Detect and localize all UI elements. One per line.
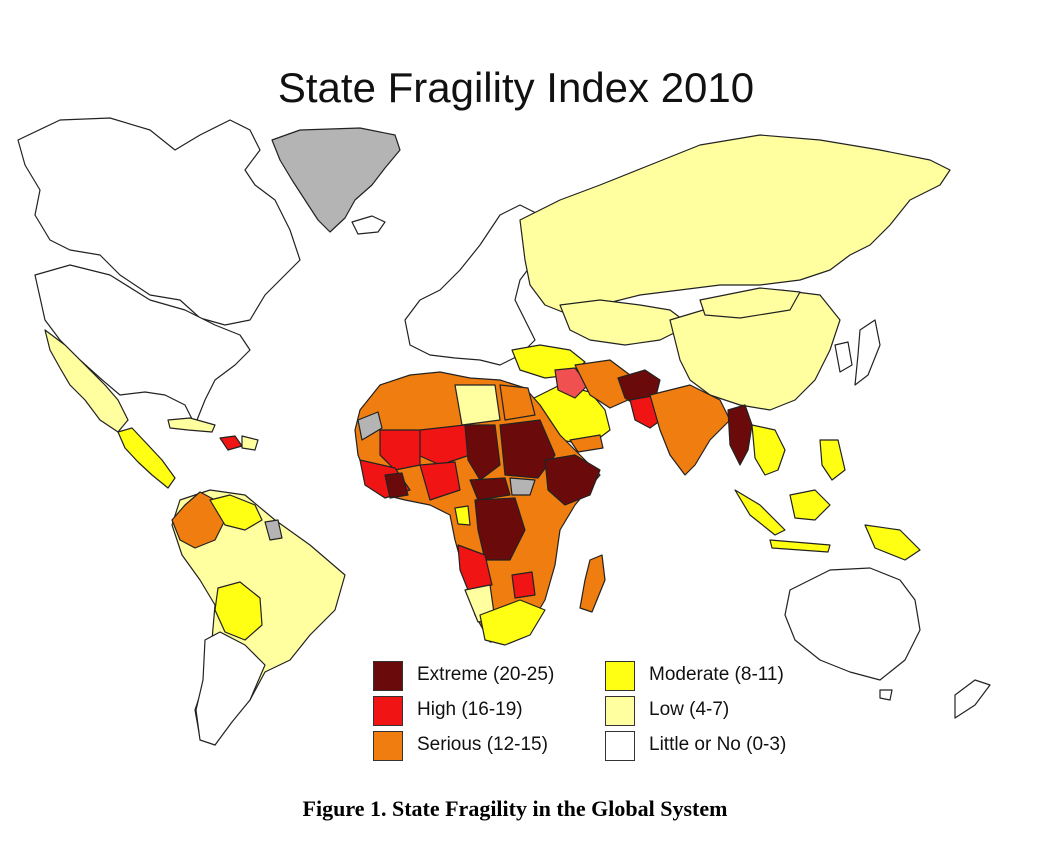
legend-label-high: High (16-19)	[417, 699, 523, 720]
mali	[379, 429, 421, 471]
bolivia	[214, 581, 263, 641]
western-sahara	[357, 411, 383, 441]
map-title: State Fragility Index 2010	[277, 64, 755, 111]
iceland	[351, 215, 386, 235]
egypt	[499, 384, 536, 421]
russia	[519, 134, 951, 316]
central-america	[117, 427, 176, 489]
korea	[834, 341, 853, 373]
south-africa	[479, 599, 546, 646]
figure-caption: Figure 1. State Fragility in the Global …	[302, 796, 728, 821]
legend-label-moderate: Moderate (8-11)	[649, 664, 784, 685]
legend-swatch-high	[373, 696, 403, 726]
dominican-republic	[241, 435, 259, 451]
chad	[464, 424, 501, 481]
myanmar	[727, 404, 753, 466]
se-asia	[751, 424, 786, 476]
legend-swatch-serious	[373, 731, 403, 761]
new-guinea	[864, 524, 921, 561]
canada-alaska	[17, 117, 301, 326]
sumatra	[734, 489, 786, 536]
mongolia	[699, 287, 801, 319]
zimbabwe	[511, 571, 536, 599]
java	[769, 539, 831, 553]
nigeria	[419, 461, 461, 501]
europe	[404, 204, 546, 366]
legend-swatch-moderate	[605, 661, 635, 691]
tasmania	[879, 689, 893, 701]
australia	[784, 567, 921, 681]
cote-divoire	[384, 472, 409, 499]
greenland	[271, 127, 401, 233]
india	[649, 384, 731, 476]
car	[469, 477, 511, 501]
ethiopia-somalia	[544, 454, 601, 506]
legend-label-serious: Serious (12-15)	[417, 734, 548, 755]
legend-label-little-or-no: Little or No (0-3)	[649, 734, 787, 755]
yemen	[569, 434, 604, 453]
legend-label-extreme: Extreme (20-25)	[417, 664, 555, 685]
borneo	[789, 489, 831, 521]
legend-swatch-low	[605, 696, 635, 726]
legend-swatch-little-or-no	[605, 731, 635, 761]
chile-argentina	[195, 631, 266, 746]
new-zealand	[954, 679, 991, 719]
gabon	[454, 505, 471, 526]
south-sudan-nodata	[509, 477, 536, 496]
madagascar	[579, 554, 606, 613]
cuba	[167, 417, 216, 433]
haiti	[219, 435, 243, 451]
libya	[454, 384, 501, 426]
japan	[854, 319, 881, 386]
legend-label-low: Low (4-7)	[649, 699, 730, 720]
philippines	[819, 439, 846, 481]
legend-swatch-extreme	[373, 661, 403, 691]
dr-congo	[474, 497, 526, 561]
venezuela	[209, 494, 263, 531]
french-guiana	[264, 519, 283, 541]
